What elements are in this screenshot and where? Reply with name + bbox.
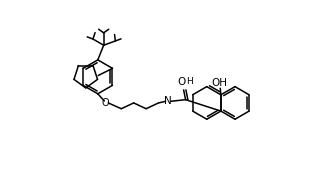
Text: N: N [164,96,171,106]
Text: O: O [101,98,109,108]
Text: O: O [178,77,186,87]
Text: H: H [186,77,193,86]
Text: OH: OH [211,78,227,88]
